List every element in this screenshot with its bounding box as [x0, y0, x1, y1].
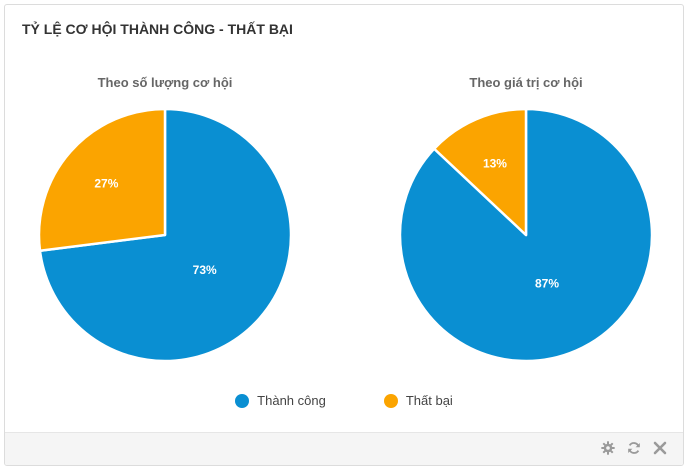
slice-label: 27% [94, 176, 118, 190]
close-icon[interactable] [651, 439, 669, 457]
legend-label: Thất bại [405, 393, 453, 408]
slice-label: 13% [483, 156, 507, 170]
widget-footer [5, 432, 683, 465]
pie-chart-quantity: Theo số lượng cơ hội 73% 27% [37, 75, 293, 363]
slice-label: 87% [535, 277, 559, 291]
refresh-icon[interactable] [625, 439, 643, 457]
legend-item-fail[interactable]: Thất bại [383, 393, 453, 408]
slice-label: 73% [193, 263, 217, 277]
pie-chart-value: Theo giá trị cơ hội 87% 13% [398, 75, 654, 363]
pie-title: Theo số lượng cơ hội [98, 75, 233, 90]
widget-title: TỶ LỆ CƠ HỘI THÀNH CÔNG - THẤT BẠI [22, 21, 293, 37]
pie-charts: Theo số lượng cơ hội 73% 27% Theo giá trị… [37, 75, 654, 363]
gear-icon[interactable] [599, 439, 617, 457]
pie-slice-fail[interactable] [37, 107, 167, 253]
chart-legend: Thành công Thất bại [5, 393, 683, 408]
pie-slice-success[interactable] [398, 107, 654, 363]
legend-marker [235, 393, 250, 408]
legend-marker [383, 393, 398, 408]
legend-item-success[interactable]: Thành công [235, 393, 326, 408]
pie-title: Theo giá trị cơ hội [469, 75, 582, 90]
chart-widget: TỶ LỆ CƠ HỘI THÀNH CÔNG - THẤT BẠI Theo … [4, 4, 684, 466]
legend-label: Thành công [257, 393, 326, 408]
pie-slice-fail[interactable] [432, 107, 528, 237]
